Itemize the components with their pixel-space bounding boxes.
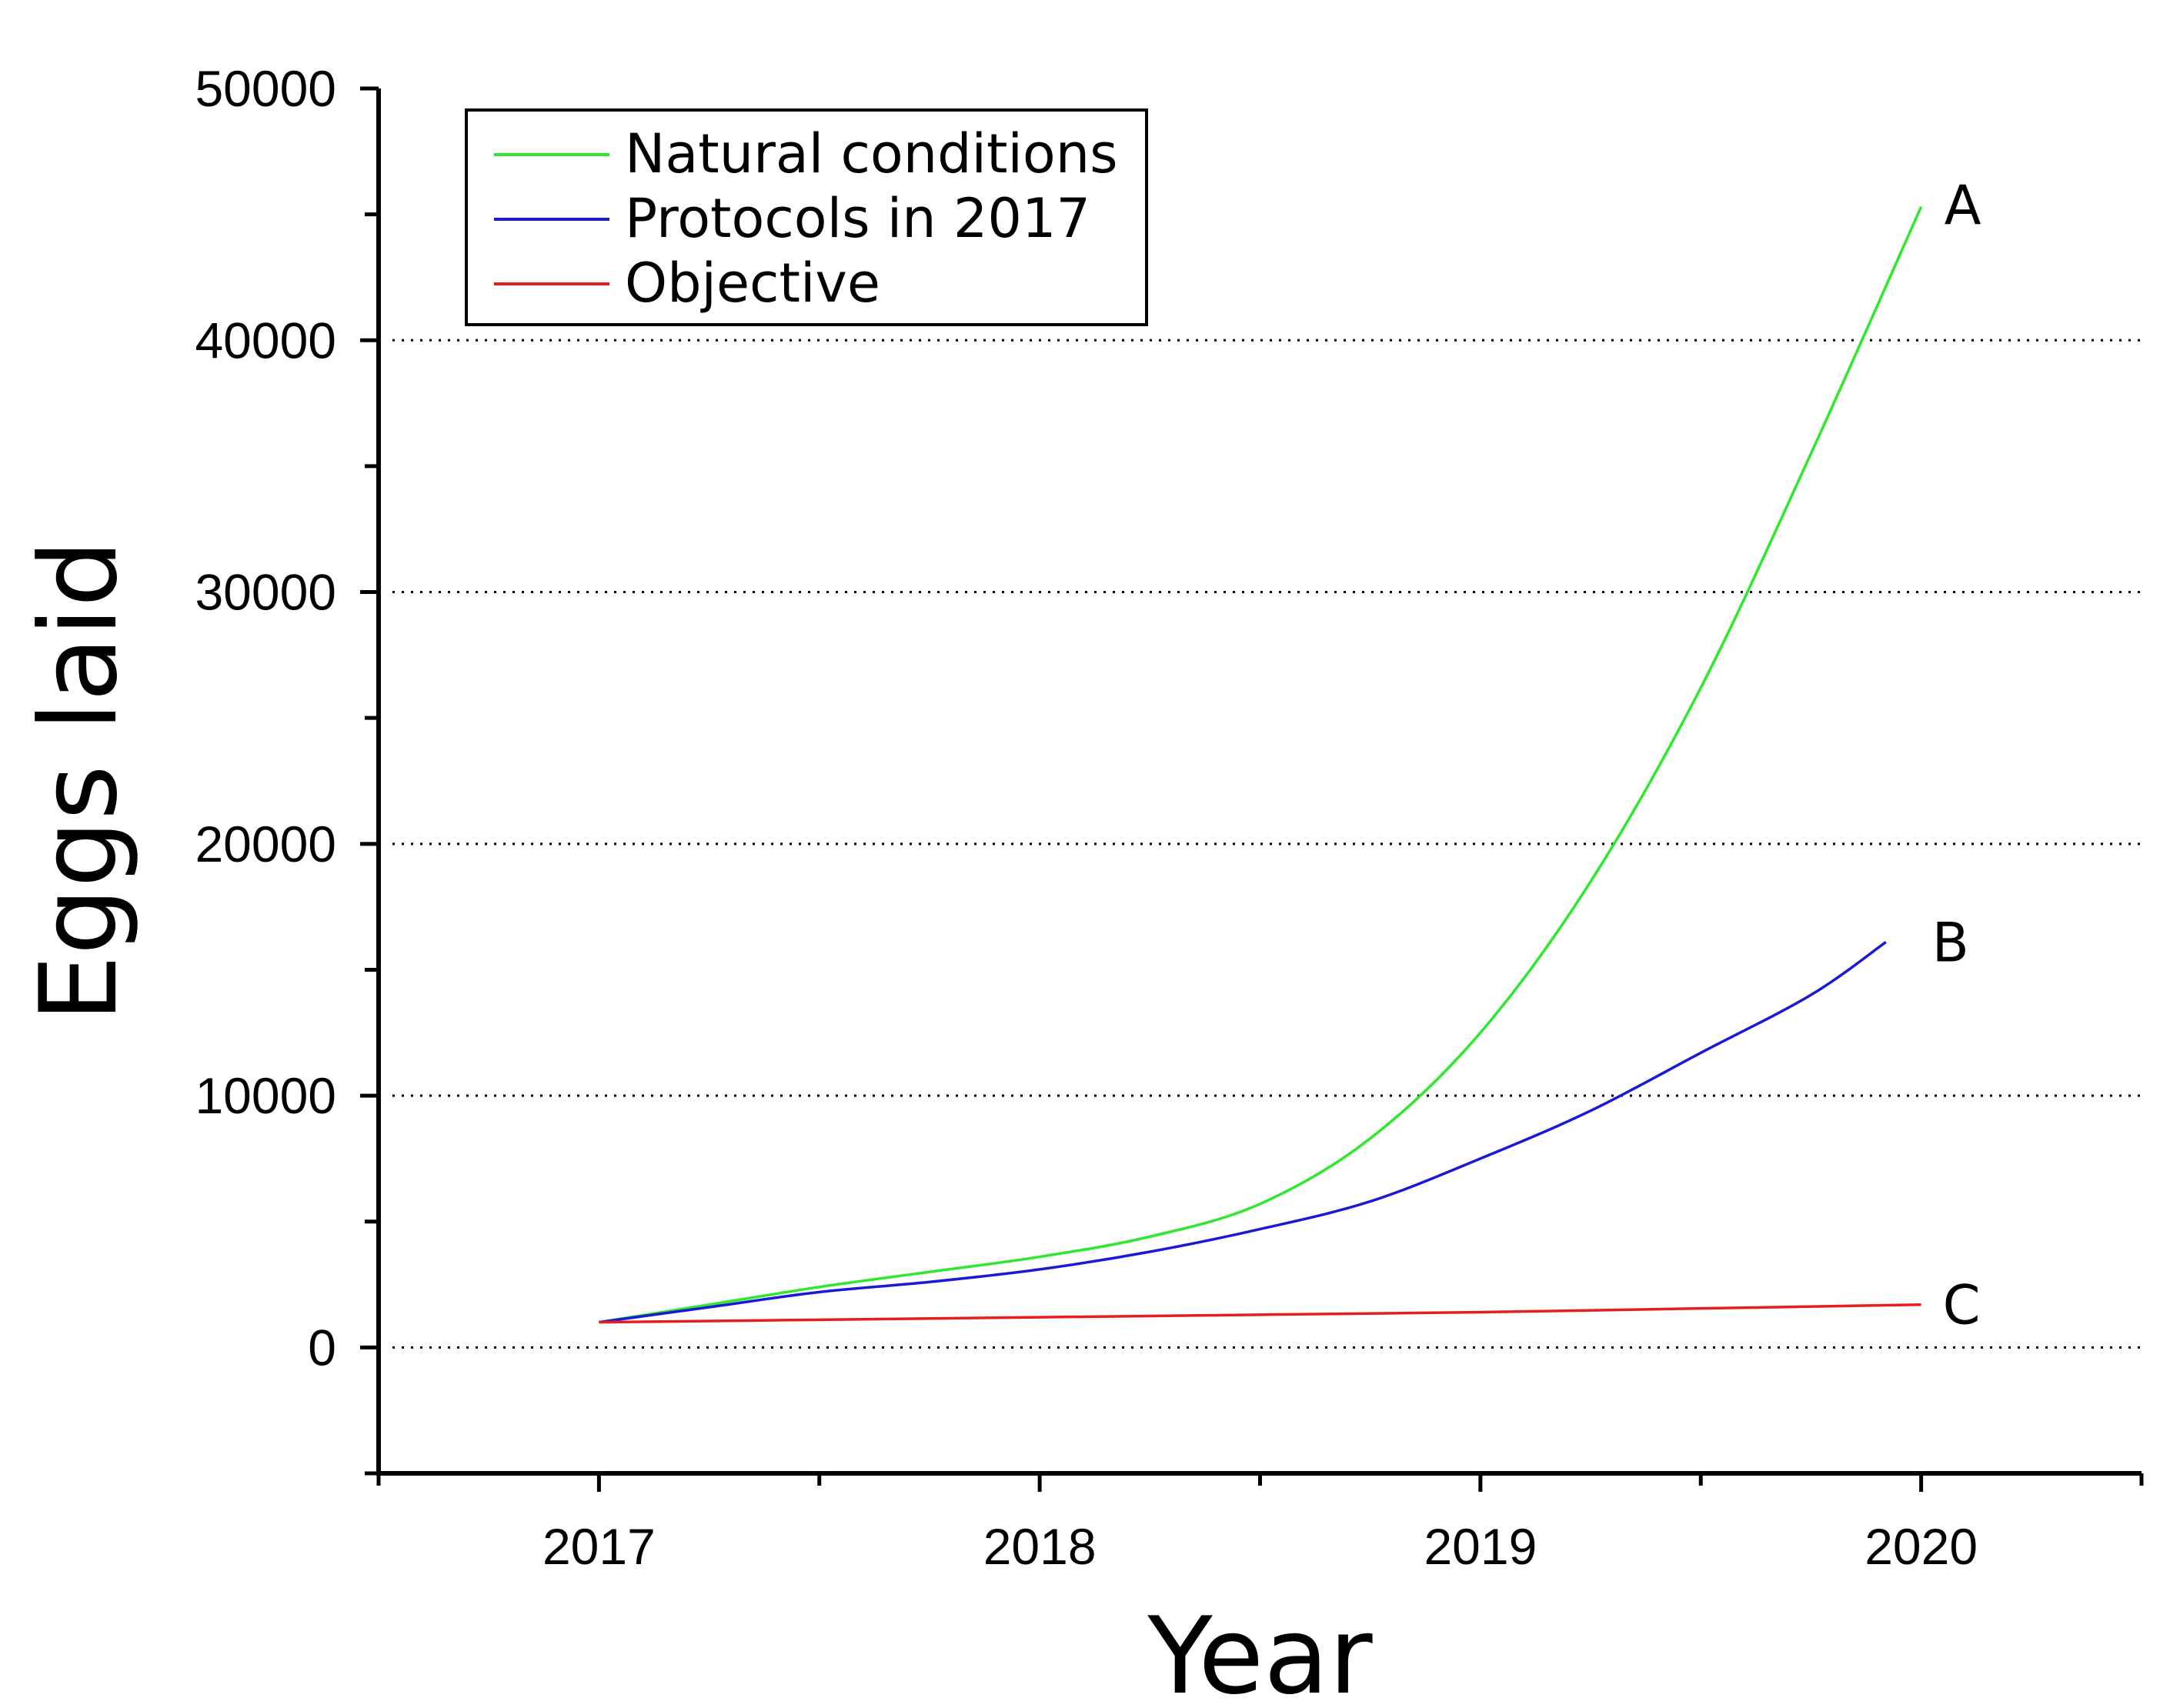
series-line-objective xyxy=(599,1303,1921,1324)
series-lines xyxy=(599,206,1923,1324)
y-tick-label: 20000 xyxy=(195,816,336,872)
y-tick-label: 50000 xyxy=(195,60,336,117)
x-tick-label: 2018 xyxy=(983,1518,1097,1575)
x-tick-label: 2020 xyxy=(1865,1518,1978,1575)
end-label-B: B xyxy=(1932,911,1969,974)
series-line-protocols-in-2017 xyxy=(599,941,1887,1324)
y-tick-label: 30000 xyxy=(195,564,336,621)
end-label-C: C xyxy=(1943,1274,1981,1337)
y-axis-title: Eggs laid xyxy=(17,540,141,1022)
y-tick-label: 10000 xyxy=(195,1067,336,1124)
legend-label: Objective xyxy=(625,252,880,315)
x-tick-label: 2017 xyxy=(542,1518,656,1575)
x-tick-label: 2019 xyxy=(1424,1518,1537,1575)
y-tick-label: 0 xyxy=(308,1319,336,1376)
legend-label: Protocols in 2017 xyxy=(625,187,1090,250)
legend-label: Natural conditions xyxy=(625,122,1118,185)
grid-lines xyxy=(392,339,2142,1349)
series-line-natural-conditions xyxy=(599,206,1923,1324)
legend-box xyxy=(465,108,1148,326)
y-tick-label: 40000 xyxy=(195,312,336,369)
x-axis-title: Year xyxy=(1147,1594,1372,1708)
end-label-A: A xyxy=(1945,174,1981,237)
